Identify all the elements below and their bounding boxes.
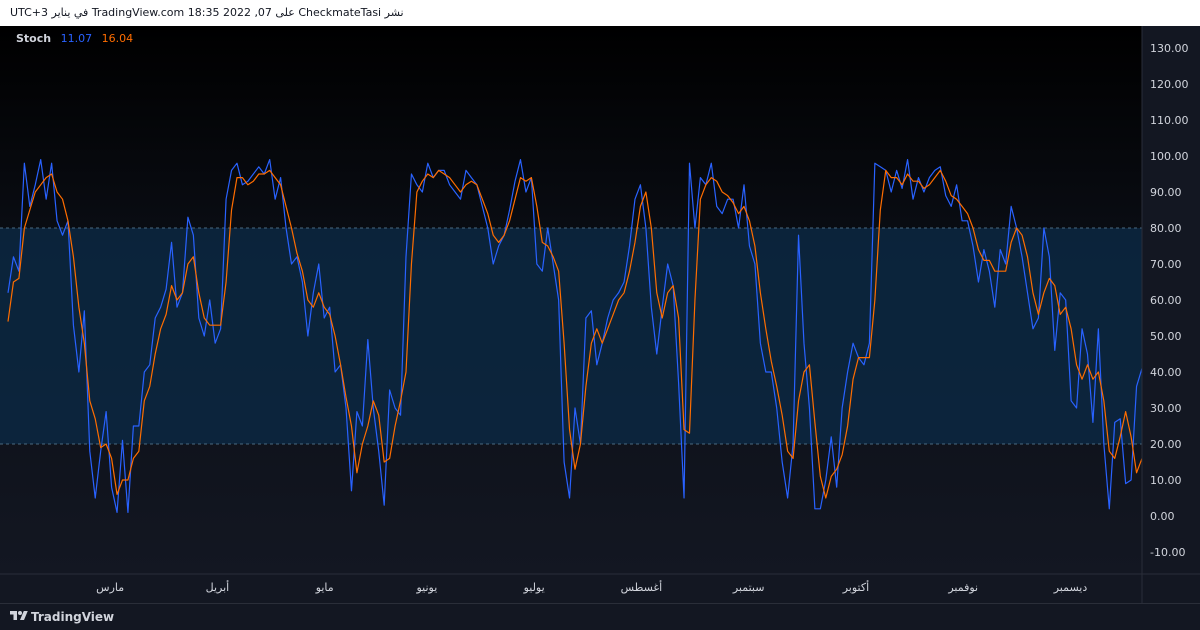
y-tick-label: 120.00: [1150, 78, 1189, 91]
publication-info: نشر CheckmateTasi على TradingView.com 18…: [10, 6, 404, 19]
x-tick-label: أغسطس: [621, 580, 663, 594]
y-tick-label: 90.00: [1150, 186, 1182, 199]
x-tick-label: مارس: [96, 581, 124, 594]
stoch-chart[interactable]: -10.00 0.00 10.00 20.00 30.00 40.00 50.00 60.00…: [0, 26, 1200, 603]
y-tick-label: 70.00: [1150, 258, 1182, 271]
stoch-d-line: [7, 169, 1143, 499]
legend-d-value: 16.04: [101, 32, 134, 45]
stoch-k-line: [7, 159, 1143, 513]
y-tick-label: 40.00: [1150, 366, 1182, 379]
footer-brand: TradingView: [31, 610, 115, 624]
x-tick-label: ديسمبر: [1053, 581, 1088, 594]
y-tick-label: 50.00: [1150, 330, 1182, 343]
y-tick-label: 60.00: [1150, 294, 1182, 307]
x-tick-label: أبريل: [206, 580, 230, 594]
footer: TradingView: [0, 603, 1200, 630]
y-tick-label: 0.00: [1150, 510, 1175, 523]
stoch-band-area: [0, 228, 1142, 444]
x-tick-label: أكتوبر: [842, 580, 869, 594]
indicator-legend[interactable]: Stoch 11.07 16.04: [16, 32, 133, 45]
legend-k-value: 11.07: [60, 32, 93, 45]
x-tick-label: نوفمبر: [947, 581, 978, 594]
y-axis[interactable]: -10.00 0.00 10.00 20.00 30.00 40.00 50.00 60.00…: [1150, 42, 1189, 559]
y-tick-label: 30.00: [1150, 402, 1182, 415]
y-tick-label: 20.00: [1150, 438, 1182, 451]
x-axis[interactable]: مارس أبريل مايو يونيو يوليو أغسطس سبتمبر أكتوبر…: [96, 580, 1087, 594]
x-tick-label: مايو: [315, 581, 334, 594]
series-group: [7, 159, 1143, 513]
x-tick-label: سبتمبر: [732, 581, 765, 594]
publication-header: نشر CheckmateTasi على TradingView.com 18…: [0, 0, 1200, 27]
x-tick-label: يوليو: [523, 581, 545, 594]
y-tick-label: -10.00: [1150, 546, 1185, 559]
x-tick-label: يونيو: [415, 581, 437, 594]
legend-indicator-name: Stoch: [16, 32, 52, 45]
y-tick-label: 10.00: [1150, 474, 1182, 487]
y-tick-label: 110.00: [1150, 114, 1189, 127]
y-tick-label: 100.00: [1150, 150, 1189, 163]
y-tick-label: 80.00: [1150, 222, 1182, 235]
tradingview-logo-icon: [10, 611, 28, 620]
y-tick-label: 130.00: [1150, 42, 1189, 55]
